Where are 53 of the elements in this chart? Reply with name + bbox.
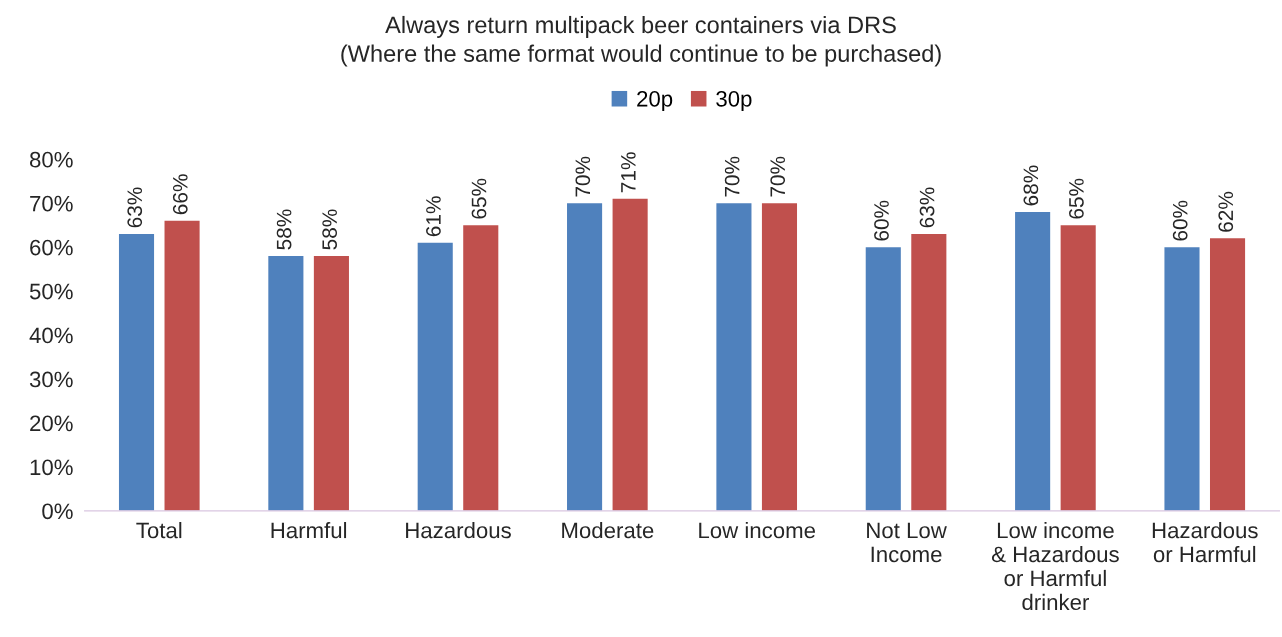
x-tick-label: Not Low Income bbox=[867, 522, 947, 563]
data-label: 68% bbox=[1023, 165, 1039, 206]
bar bbox=[1015, 211, 1051, 511]
y-tick-label: 0% bbox=[42, 503, 73, 520]
x-tick-label: Low income bbox=[699, 521, 815, 539]
data-label: 61% bbox=[426, 196, 441, 237]
bar bbox=[118, 233, 155, 511]
data-label: 70% bbox=[770, 156, 786, 197]
bar bbox=[268, 255, 304, 511]
data-label: 65% bbox=[1069, 178, 1084, 219]
y-tick-label: 80% bbox=[29, 151, 73, 168]
data-label: 58% bbox=[322, 209, 338, 250]
y-tick-label: 30% bbox=[29, 371, 73, 388]
chart-subtitle: (Where the same format would continue to be purchased) bbox=[341, 44, 941, 67]
bar bbox=[716, 203, 752, 511]
x-tick-label: Hazardous or Harmful bbox=[1152, 521, 1258, 563]
legend-label: 20p bbox=[637, 90, 673, 112]
bar bbox=[612, 198, 648, 511]
chart-title: Always return multipack beer containers via DRS bbox=[385, 15, 896, 38]
data-label: 66% bbox=[172, 174, 188, 215]
data-label: 62% bbox=[1218, 191, 1234, 232]
y-tick-label: 20% bbox=[30, 415, 73, 432]
x-tick-label: Moderate bbox=[562, 521, 654, 539]
bar bbox=[463, 225, 499, 511]
x-tick-label: Hazardous bbox=[406, 521, 511, 539]
data-label: 65% bbox=[471, 178, 487, 219]
x-tick-label: Total bbox=[136, 521, 182, 539]
bar bbox=[417, 242, 453, 511]
data-label: 70% bbox=[724, 156, 740, 197]
bar bbox=[164, 220, 200, 511]
y-tick-label: 70% bbox=[30, 195, 73, 212]
bar bbox=[1164, 247, 1200, 511]
data-label: 70% bbox=[575, 156, 591, 197]
data-label: 71% bbox=[621, 152, 636, 193]
bar bbox=[865, 247, 901, 511]
bar bbox=[761, 203, 798, 511]
data-label: 58% bbox=[276, 209, 292, 250]
y-tick-label: 50% bbox=[29, 283, 73, 300]
y-tick-label: 10% bbox=[30, 459, 73, 476]
bar bbox=[1209, 238, 1246, 511]
bar bbox=[911, 233, 947, 511]
data-label: 63% bbox=[919, 187, 935, 228]
bar bbox=[313, 255, 349, 511]
legend-label: 30p bbox=[716, 90, 752, 112]
x-tick-label: Harmful bbox=[271, 521, 347, 539]
bar bbox=[1060, 225, 1096, 511]
data-label: 60% bbox=[1172, 200, 1188, 241]
data-label: 60% bbox=[874, 200, 889, 241]
x-tick-label: Low income & Hazardous or Harmful drinker bbox=[991, 521, 1119, 611]
bar bbox=[567, 203, 603, 511]
y-tick-label: 60% bbox=[30, 239, 73, 256]
y-tick-label: 40% bbox=[29, 327, 73, 344]
data-label: 63% bbox=[127, 187, 143, 228]
